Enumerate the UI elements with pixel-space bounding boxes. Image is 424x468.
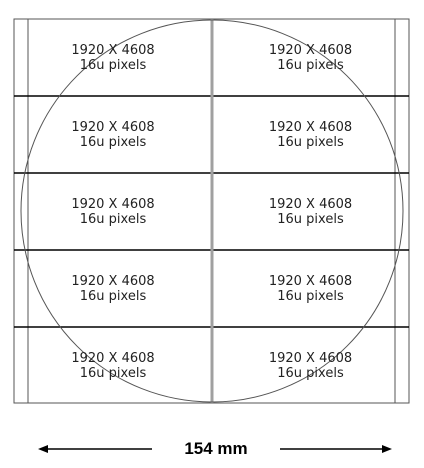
die-cell: 1920 X 4608 16u pixels — [212, 250, 409, 327]
die-cell: 1920 X 4608 16u pixels — [14, 173, 212, 250]
die-cell: 1920 X 4608 16u pixels — [14, 19, 212, 96]
die-pixel-size: 16u pixels — [277, 365, 344, 381]
die-pixel-size: 16u pixels — [277, 211, 344, 227]
die-cell: 1920 X 4608 16u pixels — [14, 327, 212, 404]
dimension-arrowhead-right — [382, 445, 392, 453]
die-cell: 1920 X 4608 16u pixels — [212, 19, 409, 96]
die-pixel-size: 16u pixels — [79, 134, 147, 150]
die-dimensions: 1920 X 4608 — [71, 119, 155, 135]
die-dimensions: 1920 X 4608 — [268, 350, 353, 366]
dimension-label: 154 mm — [184, 439, 248, 458]
die-dimensions: 1920 X 4608 — [71, 350, 155, 366]
dimension-arrowhead-left — [38, 445, 48, 453]
die-dimensions: 1920 X 4608 — [71, 42, 155, 58]
die-pixel-size: 16u pixels — [79, 288, 147, 304]
die-pixel-size: 16u pixels — [277, 134, 344, 150]
die-pixel-size: 16u pixels — [79, 211, 147, 227]
die-cell: 1920 X 4608 16u pixels — [212, 96, 409, 173]
die-pixel-size: 16u pixels — [277, 57, 344, 73]
die-pixel-size: 16u pixels — [277, 288, 344, 304]
die-dimensions: 1920 X 4608 — [71, 196, 155, 212]
die-dimensions: 1920 X 4608 — [268, 273, 353, 289]
die-cell: 1920 X 4608 16u pixels — [14, 96, 212, 173]
die-pixel-size: 16u pixels — [79, 365, 147, 381]
die-dimensions: 1920 X 4608 — [268, 119, 353, 135]
die-cell: 1920 X 4608 16u pixels — [212, 327, 409, 404]
die-cell: 1920 X 4608 16u pixels — [14, 250, 212, 327]
die-cell: 1920 X 4608 16u pixels — [212, 173, 409, 250]
die-pixel-size: 16u pixels — [79, 57, 147, 73]
wafer-circle — [20, 19, 404, 403]
die-dimensions: 1920 X 4608 — [268, 196, 353, 212]
die-dimensions: 1920 X 4608 — [71, 273, 155, 289]
die-dimensions: 1920 X 4608 — [268, 42, 353, 58]
